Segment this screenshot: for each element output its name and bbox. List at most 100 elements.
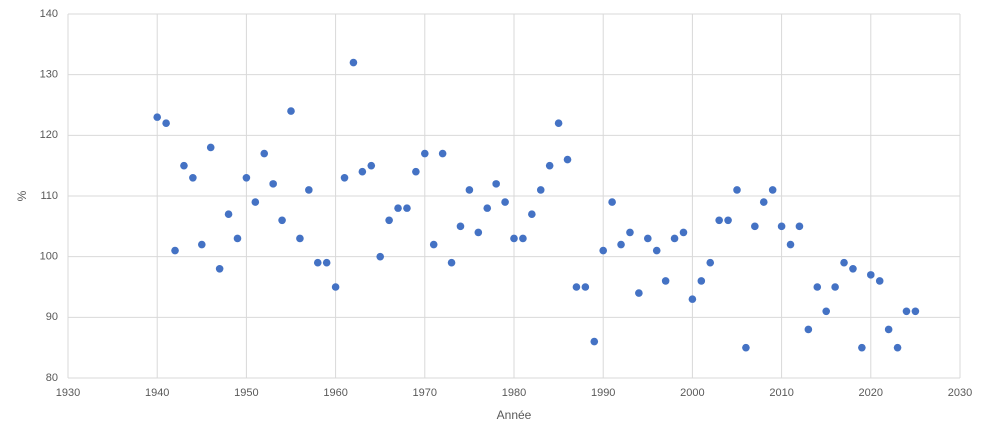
x-tick-label: 1950 bbox=[234, 387, 258, 399]
point bbox=[902, 307, 911, 316]
point bbox=[635, 289, 643, 297]
point bbox=[278, 216, 286, 225]
point bbox=[697, 277, 706, 285]
point bbox=[849, 265, 857, 273]
point bbox=[626, 228, 634, 237]
point bbox=[831, 283, 839, 291]
point bbox=[421, 149, 429, 158]
x-tick-label: 1930 bbox=[56, 387, 80, 399]
point bbox=[385, 216, 393, 225]
point bbox=[296, 234, 304, 243]
x-tick-label: 1940 bbox=[145, 387, 169, 399]
y-tick-label: 110 bbox=[40, 190, 58, 202]
point bbox=[438, 149, 447, 158]
point bbox=[768, 186, 777, 194]
y-tick-label: 100 bbox=[40, 251, 58, 263]
point bbox=[679, 228, 688, 237]
point bbox=[519, 234, 527, 243]
x-tick-label: 1980 bbox=[502, 387, 526, 399]
x-tick-label: 2020 bbox=[859, 387, 883, 399]
point bbox=[153, 113, 161, 121]
y-axis-title: % bbox=[15, 190, 29, 201]
point bbox=[599, 246, 607, 255]
point bbox=[215, 265, 224, 273]
point bbox=[706, 258, 715, 267]
point bbox=[287, 107, 295, 115]
point bbox=[322, 258, 331, 267]
point bbox=[465, 186, 474, 194]
x-tick-label: 1990 bbox=[591, 387, 615, 399]
point bbox=[528, 210, 536, 218]
point bbox=[590, 337, 599, 346]
point bbox=[822, 307, 830, 316]
point bbox=[777, 222, 786, 231]
y-tick-label: 140 bbox=[40, 8, 58, 20]
point bbox=[911, 307, 920, 316]
point bbox=[206, 143, 215, 152]
point bbox=[501, 198, 509, 206]
point bbox=[349, 58, 358, 67]
point bbox=[840, 258, 848, 267]
point bbox=[189, 174, 197, 182]
point bbox=[786, 240, 795, 249]
point bbox=[813, 283, 822, 291]
point bbox=[429, 240, 438, 249]
point bbox=[492, 180, 500, 188]
point bbox=[162, 119, 170, 127]
point bbox=[456, 222, 465, 231]
point bbox=[875, 277, 884, 285]
x-tick-label: 2010 bbox=[769, 387, 793, 399]
point bbox=[751, 222, 759, 231]
point bbox=[795, 222, 804, 231]
point bbox=[313, 258, 322, 267]
point bbox=[644, 234, 652, 243]
point bbox=[724, 216, 732, 225]
point bbox=[340, 174, 349, 182]
point bbox=[376, 252, 385, 261]
point bbox=[251, 198, 260, 206]
point bbox=[198, 240, 206, 249]
point bbox=[510, 234, 518, 243]
point bbox=[804, 325, 813, 334]
x-tick-label: 1960 bbox=[323, 387, 347, 399]
point bbox=[367, 161, 376, 170]
x-tick-label: 1970 bbox=[413, 387, 437, 399]
point bbox=[474, 228, 483, 237]
point bbox=[536, 186, 545, 194]
point bbox=[733, 186, 741, 194]
point bbox=[563, 155, 572, 164]
point bbox=[269, 180, 277, 188]
point bbox=[581, 283, 590, 291]
point bbox=[688, 295, 697, 303]
point bbox=[554, 119, 563, 127]
point bbox=[403, 204, 411, 212]
y-tick-label: 130 bbox=[40, 69, 58, 81]
point bbox=[242, 174, 251, 182]
point bbox=[358, 167, 367, 176]
point bbox=[412, 167, 420, 176]
y-tick-label: 80 bbox=[46, 372, 58, 384]
point bbox=[617, 240, 625, 249]
point bbox=[305, 186, 313, 194]
point bbox=[331, 283, 340, 291]
x-tick-label: 2030 bbox=[948, 387, 972, 399]
point bbox=[447, 258, 456, 267]
point bbox=[759, 198, 768, 206]
x-tick-label: 2000 bbox=[680, 387, 704, 399]
point bbox=[545, 161, 554, 170]
point bbox=[483, 204, 492, 212]
point bbox=[858, 343, 866, 352]
point bbox=[893, 343, 902, 352]
point bbox=[171, 246, 179, 255]
point bbox=[180, 161, 188, 170]
point bbox=[224, 210, 233, 218]
y-tick-label: 120 bbox=[40, 129, 58, 141]
point bbox=[715, 216, 723, 225]
point bbox=[260, 149, 269, 158]
point bbox=[572, 283, 581, 291]
point bbox=[394, 204, 402, 212]
point bbox=[652, 246, 661, 255]
point bbox=[661, 277, 670, 285]
point bbox=[233, 234, 242, 243]
